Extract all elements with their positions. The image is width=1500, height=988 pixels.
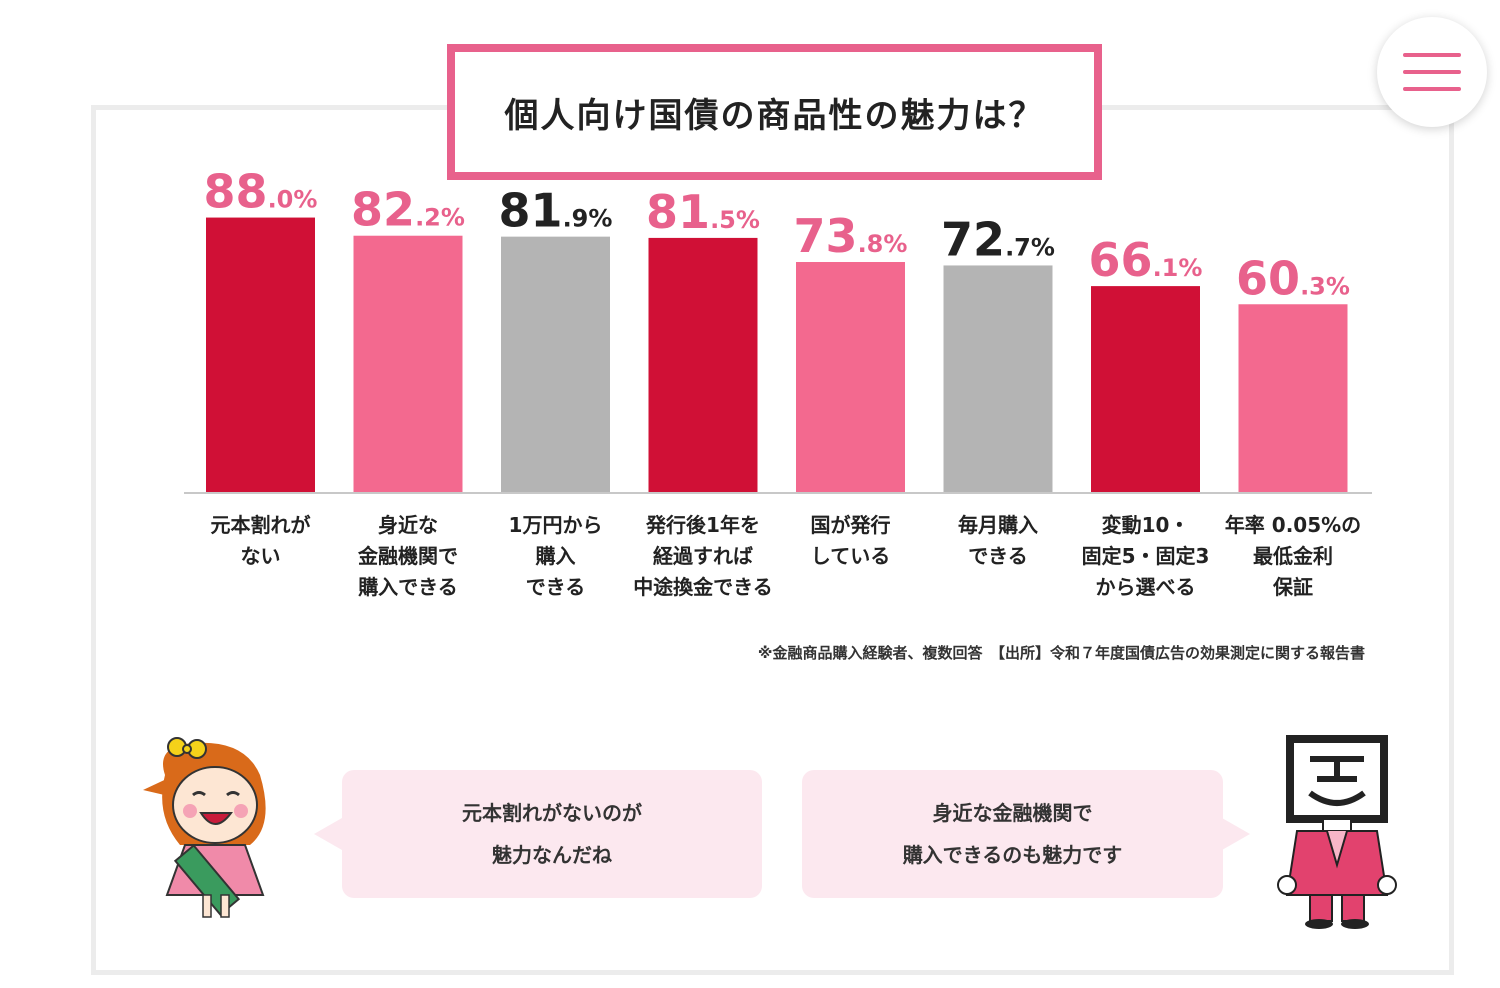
bubble-text-line: 元本割れがないのが: [462, 801, 642, 825]
title-box: 個人向け国債の商品性の魅力は？: [447, 44, 1102, 180]
speech-bubble-tail: [314, 818, 342, 850]
category-label: 身近な: [378, 513, 438, 537]
category-label: 国が発行: [811, 513, 891, 537]
bar: [353, 235, 463, 494]
category-label: 金融機関で: [357, 544, 458, 568]
data-label: 82.2%: [351, 183, 465, 237]
bubble-text-line: 身近な金融機関で: [932, 801, 1093, 825]
category-label: 年率 0.05%の: [1225, 513, 1361, 537]
menu-line: [1403, 53, 1461, 57]
girl-mascot-illustration: [143, 737, 266, 918]
category-label: 変動10・: [1102, 513, 1190, 537]
category-label: 最低金利: [1253, 544, 1333, 568]
data-label: 60.3%: [1236, 251, 1350, 305]
speech-bubble-left: 元本割れがないのが 魅力なんだね: [342, 770, 762, 898]
category-label: 購入できる: [358, 575, 458, 599]
category-label: 元本割れが: [211, 513, 311, 537]
data-label: 72.7%: [941, 212, 1055, 266]
data-label: 66.1%: [1089, 233, 1203, 287]
bar: [1238, 304, 1348, 493]
speech-bubble-right: 身近な金融機関で 購入できるのも魅力です: [802, 770, 1223, 898]
category-label: から選べる: [1096, 575, 1196, 599]
category-label: 購入: [536, 544, 576, 568]
menu-line: [1403, 70, 1461, 74]
hamburger-menu-icon[interactable]: [1377, 17, 1487, 127]
bar: [1091, 286, 1200, 493]
bubble-text-line: 購入できるのも魅力です: [902, 843, 1123, 867]
category-label: 中途換金できる: [633, 575, 773, 599]
category-label: 毎月購入: [958, 513, 1038, 537]
data-label: 81.9%: [499, 184, 613, 238]
category-label: 保証: [1272, 575, 1313, 599]
bar: [501, 236, 610, 493]
category-label: 1万円から: [509, 513, 603, 537]
category-label: 経過すれば: [653, 544, 753, 568]
data-label: 81.5%: [646, 185, 760, 239]
bubble-text-line: 魅力なんだね: [492, 843, 612, 867]
category-label: ない: [241, 544, 281, 568]
data-label: 73.8%: [794, 209, 908, 263]
kokusai-mascot-illustration: [1277, 735, 1397, 929]
category-label: している: [811, 544, 890, 568]
bar: [648, 237, 758, 493]
chart-title: 個人向け国債の商品性の魅力は？: [504, 95, 1045, 136]
category-label: できる: [526, 575, 586, 599]
bar: [206, 217, 315, 493]
menu-line: [1403, 87, 1461, 91]
footnote: ※金融商品購入経験者、複数回答 【出所】令和７年度国債広告の効果測定に関する報告…: [757, 644, 1365, 662]
data-label: 88.0%: [204, 165, 318, 219]
bar: [943, 265, 1053, 493]
category-label: 固定5・固定3: [1082, 544, 1210, 568]
bar: [796, 262, 905, 493]
category-label: 発行後1年を: [645, 513, 760, 537]
category-label: できる: [968, 544, 1028, 568]
speech-bubble-tail: [1222, 818, 1250, 850]
